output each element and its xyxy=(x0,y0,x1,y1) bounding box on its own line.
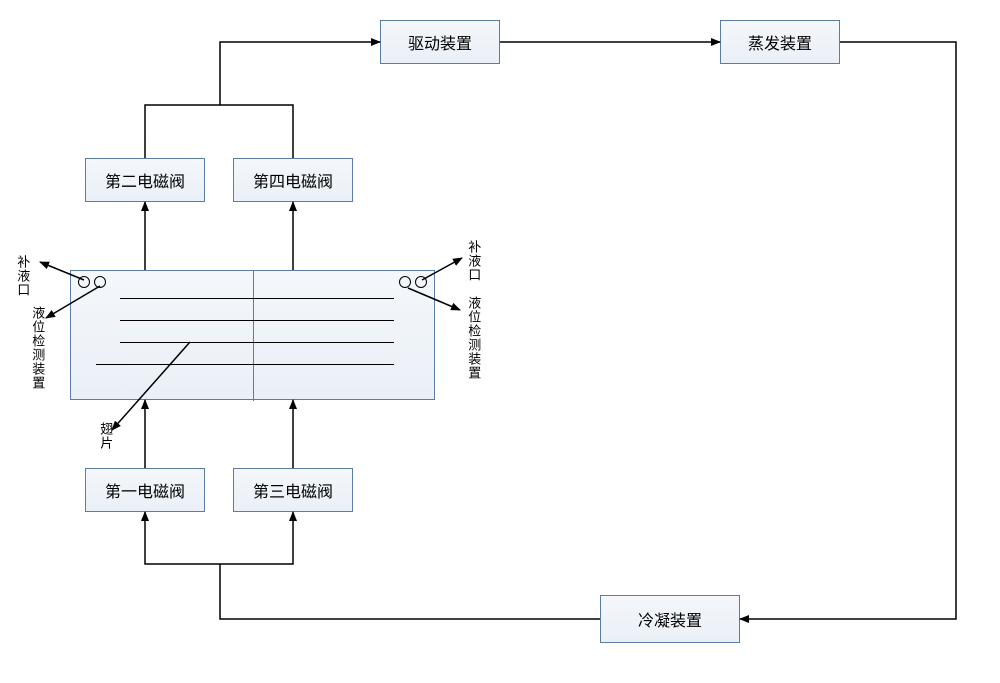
label-left-fill-port: 补液口 xyxy=(15,255,29,297)
label-right-fill-port: 补液口 xyxy=(466,240,480,282)
tank-fin xyxy=(120,342,394,343)
flow-edge xyxy=(145,512,220,564)
label-fin: 翅片 xyxy=(98,422,112,450)
node-valve1-label: 第一电磁阀 xyxy=(105,478,185,502)
flow-edge xyxy=(220,42,380,105)
tank-port xyxy=(415,276,427,288)
flow-edge xyxy=(220,512,293,564)
node-valve1: 第一电磁阀 xyxy=(85,468,205,512)
label-left-level-detector: 液位检测装置 xyxy=(30,306,44,390)
node-valve3: 第三电磁阀 xyxy=(233,468,353,512)
node-drive: 驱动装置 xyxy=(380,20,500,64)
flow-edge xyxy=(220,564,600,619)
node-condenser: 冷凝装置 xyxy=(600,595,740,643)
flow-edge xyxy=(220,105,293,158)
node-valve3-label: 第三电磁阀 xyxy=(253,478,333,502)
label-right-level-detector: 液位检测装置 xyxy=(466,296,480,380)
node-valve4-label: 第四电磁阀 xyxy=(253,168,333,192)
tank-fin xyxy=(96,364,394,365)
node-condenser-label: 冷凝装置 xyxy=(638,607,702,631)
tank-fin xyxy=(120,298,394,299)
node-valve4: 第四电磁阀 xyxy=(233,158,353,202)
node-drive-label: 驱动装置 xyxy=(408,30,472,54)
tank-divider xyxy=(253,271,254,401)
node-valve2: 第二电磁阀 xyxy=(85,158,205,202)
node-evaporator: 蒸发装置 xyxy=(720,20,840,64)
tank-port xyxy=(78,276,90,288)
tank-port xyxy=(94,276,106,288)
flow-edge xyxy=(145,105,220,158)
tank-port xyxy=(399,276,411,288)
node-evaporator-label: 蒸发装置 xyxy=(748,30,812,54)
tank-fin xyxy=(120,320,394,321)
tank xyxy=(70,270,435,400)
flow-edge xyxy=(740,42,956,619)
node-valve2-label: 第二电磁阀 xyxy=(105,168,185,192)
